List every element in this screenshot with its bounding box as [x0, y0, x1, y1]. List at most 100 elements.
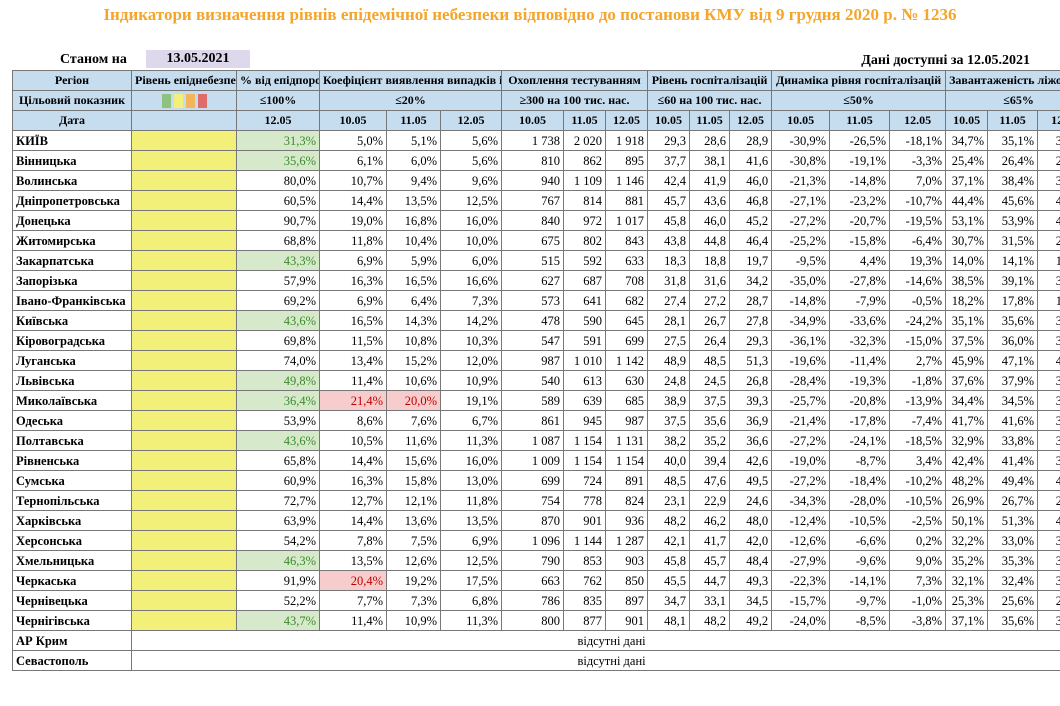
- dynamics-cell: -20,7%: [829, 210, 891, 231]
- pct-threshold-cell: 54,2%: [236, 530, 320, 551]
- coef-cell: 11,6%: [386, 430, 441, 451]
- table-row: Донецька 90,7% 19,0% 16,8% 16,0% 840 972 1 017 4…: [12, 210, 1060, 231]
- dynamics-cell: -18,5%: [889, 430, 947, 451]
- oxygen-cell: 42,4%: [945, 450, 989, 471]
- testing-cell: 687: [563, 270, 606, 291]
- hosp-cell: 45,7: [689, 550, 731, 571]
- oxygen-cell: 31,1%: [1037, 570, 1060, 591]
- testing-cell: 613: [563, 370, 606, 391]
- dynamics-cell: 2,7%: [889, 350, 947, 371]
- coef-cell: 10,0%: [440, 230, 502, 251]
- date-header-cell: 10.05: [501, 110, 564, 131]
- oxygen-cell: 26,7%: [987, 490, 1039, 511]
- hosp-cell: 45,8: [647, 550, 691, 571]
- level-swatch: [173, 93, 183, 108]
- target-label: Цільовий показник: [12, 90, 132, 111]
- epidemic-level-cell: [131, 610, 237, 631]
- oxygen-cell: 24,4%: [1037, 590, 1060, 611]
- dynamics-cell: 7,3%: [889, 570, 947, 591]
- oxygen-cell: 32,2%: [1037, 390, 1060, 411]
- oxygen-cell: 35,1%: [987, 130, 1039, 151]
- testing-cell: 1 154: [563, 430, 606, 451]
- oxygen-cell: 45,5%: [1037, 470, 1060, 491]
- coef-cell: 16,3%: [319, 270, 387, 291]
- table-row: Київська 43,6% 16,5% 14,3% 14,2% 478 590 645 28,…: [12, 310, 1060, 331]
- epidemic-level-cell: [131, 510, 237, 531]
- coef-cell: 17,5%: [440, 570, 502, 591]
- coef-cell: 7,8%: [319, 530, 387, 551]
- hosp-cell: 19,7: [729, 250, 773, 271]
- table-row: Харківська 63,9% 14,4% 13,6% 13,5% 870 901 936 4…: [12, 510, 1060, 531]
- date-header-cell: 12.05: [604, 110, 649, 131]
- testing-cell: 843: [604, 230, 649, 251]
- coef-cell: 7,6%: [386, 410, 441, 431]
- coef-cell: 13,5%: [386, 190, 441, 211]
- table-row: Закарпатська 43,3% 6,9% 5,9% 6,0% 515 592 633 18…: [12, 250, 1060, 271]
- testing-cell: 1 154: [604, 450, 649, 471]
- region-name: Луганська: [12, 350, 132, 371]
- dynamics-cell: -27,8%: [829, 270, 891, 291]
- header-hosp: Рівень госпіталізацій: [647, 70, 773, 91]
- hosp-cell: 39,3: [729, 390, 773, 411]
- testing-cell: 682: [604, 290, 649, 311]
- dynamics-cell: -8,5%: [829, 610, 891, 631]
- testing-cell: 877: [563, 610, 606, 631]
- coef-cell: 10,8%: [386, 330, 441, 351]
- coef-cell: 10,7%: [319, 170, 387, 191]
- dynamics-cell: -10,5%: [829, 510, 891, 531]
- target-testing: ≥300 на 100 тис. нас.: [500, 90, 649, 111]
- coef-cell: 15,8%: [386, 470, 441, 491]
- coef-cell: 10,5%: [319, 430, 387, 451]
- oxygen-cell: 35,2%: [945, 550, 989, 571]
- region-name: Дніпропетровська: [12, 190, 132, 211]
- region-name: Запорізька: [12, 270, 132, 291]
- hosp-cell: 24,8: [647, 370, 691, 391]
- oxygen-cell: 26,9%: [945, 490, 989, 511]
- dynamics-cell: -23,2%: [829, 190, 891, 211]
- testing-cell: 901: [563, 510, 606, 531]
- hosp-cell: 48,0: [729, 510, 773, 531]
- epidemic-level-cell: [131, 430, 237, 451]
- oxygen-cell: 36,1%: [1037, 330, 1060, 351]
- coef-cell: 11,4%: [319, 370, 387, 391]
- testing-cell: 1 096: [501, 530, 564, 551]
- region-name: Сумська: [12, 470, 132, 491]
- dynamics-cell: -25,2%: [771, 230, 831, 251]
- epidemic-level-cell: [131, 410, 237, 431]
- region-name: Житомирська: [12, 230, 132, 251]
- table-row: Кіровоградська 69,8% 11,5% 10,8% 10,3% 547 591…: [12, 330, 1060, 351]
- dynamics-cell: -36,1%: [771, 330, 831, 351]
- level-swatch: [161, 93, 171, 108]
- hosp-cell: 45,7: [647, 190, 691, 211]
- coef-cell: 6,8%: [440, 590, 502, 611]
- testing-cell: 901: [604, 610, 649, 631]
- region-name: Харківська: [12, 510, 132, 531]
- pct-threshold-cell: 80,0%: [236, 170, 320, 191]
- hosp-cell: 29,3: [647, 130, 691, 151]
- region-name: Херсонська: [12, 530, 132, 551]
- dynamics-cell: -27,9%: [771, 550, 831, 571]
- testing-cell: 547: [501, 330, 564, 351]
- hosp-cell: 39,4: [689, 450, 731, 471]
- dynamics-cell: -0,5%: [889, 290, 947, 311]
- testing-cell: 861: [501, 410, 564, 431]
- target-coef: ≤20%: [319, 90, 502, 111]
- hosp-cell: 37,5: [689, 390, 731, 411]
- dynamics-cell: -19,1%: [829, 150, 891, 171]
- dynamics-cell: -14,6%: [889, 270, 947, 291]
- coef-cell: 11,4%: [319, 610, 387, 631]
- dynamics-cell: -24,2%: [889, 310, 947, 331]
- oxygen-cell: 25,3%: [945, 590, 989, 611]
- region-name: Рівненська: [12, 450, 132, 471]
- pct-threshold-cell: 43,3%: [236, 250, 320, 271]
- oxygen-cell: 39,1%: [987, 270, 1039, 291]
- date-header-cell: 12.05: [1037, 110, 1060, 131]
- oxygen-cell: 32,4%: [987, 570, 1039, 591]
- date-header-cell: 11.05: [689, 110, 731, 131]
- coef-cell: 14,4%: [319, 190, 387, 211]
- coef-cell: 20,4%: [319, 570, 387, 591]
- coef-cell: 6,4%: [386, 290, 441, 311]
- testing-cell: 2 020: [563, 130, 606, 151]
- epidemic-level-cell: [131, 190, 237, 211]
- pct-threshold-cell: 60,5%: [236, 190, 320, 211]
